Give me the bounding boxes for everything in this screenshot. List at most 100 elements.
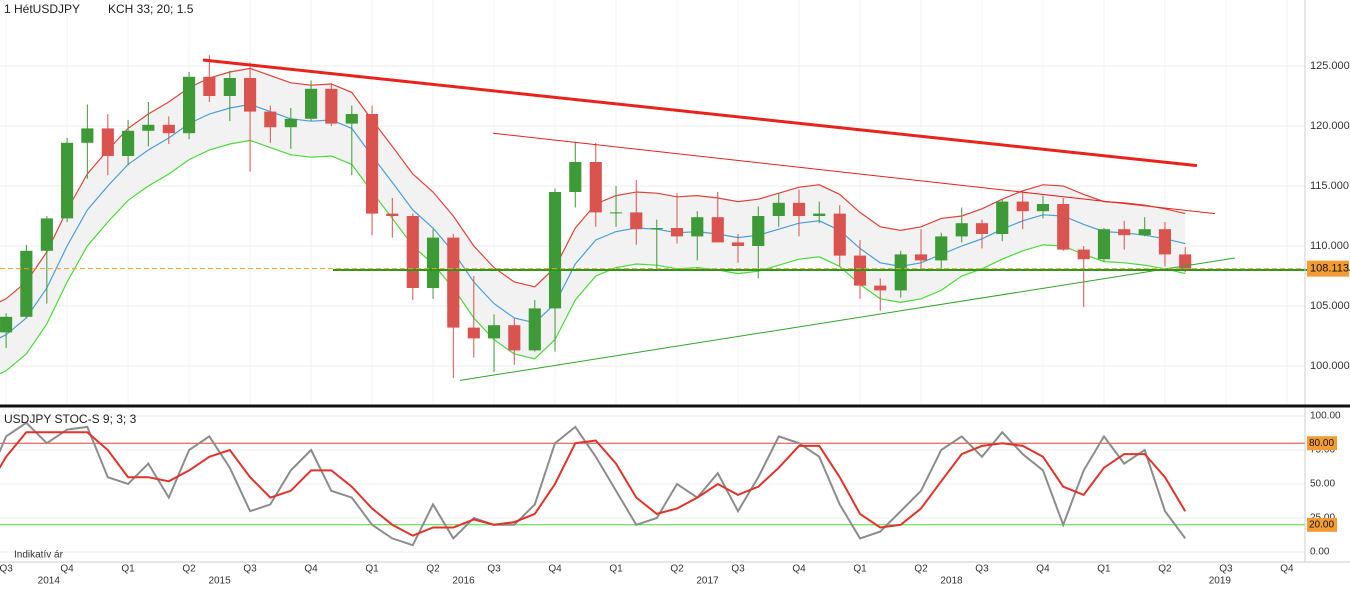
- candle-body: [20, 250, 33, 317]
- trend-line: [493, 132, 1216, 215]
- candle-body: [284, 118, 297, 128]
- candle-body: [589, 162, 602, 213]
- candle-body: [609, 212, 623, 214]
- y-tick-label: 110.000: [1310, 240, 1349, 252]
- candle-body: [142, 124, 155, 131]
- candle-body: [101, 128, 114, 156]
- x-tick-label: Q1: [365, 564, 379, 575]
- x-tick-label: Q4: [1280, 564, 1294, 575]
- level-box: [1307, 517, 1337, 532]
- year-label: 2019: [1209, 576, 1232, 587]
- candle-body: [162, 124, 175, 134]
- candle-body: [1138, 229, 1151, 236]
- x-tick-label: Q2: [1158, 564, 1172, 575]
- candle-body: [365, 114, 379, 214]
- candle-body: [40, 218, 53, 251]
- footer-note: Indikatív ár: [14, 550, 64, 561]
- candle-body: [752, 216, 765, 246]
- x-tick-label: Q1: [1097, 564, 1111, 575]
- candle-body: [1057, 204, 1070, 250]
- candle-body: [670, 228, 684, 237]
- candle-body: [325, 88, 338, 124]
- candle-body: [243, 78, 257, 112]
- x-tick-label: Q4: [792, 564, 806, 575]
- candle-body: [1097, 229, 1111, 260]
- candle-body: [731, 242, 745, 246]
- trend-line: [202, 58, 1198, 168]
- x-tick-label: Q2: [182, 564, 196, 575]
- x-tick-label: Q4: [304, 564, 318, 575]
- candle-body: [874, 285, 887, 291]
- y-tick-label: 120.000: [1310, 120, 1350, 132]
- candle-body: [467, 327, 480, 339]
- axes: 100.000 105.000 110.000 115.000 120.000 125.0…: [0, 60, 1350, 587]
- candle-body: [792, 202, 806, 216]
- candle-body: [61, 142, 74, 219]
- x-tick-label: Q2: [670, 564, 684, 575]
- candle-body: [914, 254, 928, 261]
- x-tick-label: Q4: [548, 564, 562, 575]
- x-tick-label: Q4: [60, 564, 74, 575]
- instrument-label: 1 HétUSDJPY: [4, 2, 80, 16]
- y-tick-label: 100.000: [1310, 360, 1350, 372]
- level-label: 80.00: [1309, 438, 1334, 449]
- year-label: 2014: [38, 576, 61, 587]
- keltner-band: [0, 68, 1186, 374]
- level-label: 20.00: [1309, 519, 1334, 530]
- last-price-label: 108.113: [1310, 263, 1349, 275]
- candle-body: [833, 213, 846, 256]
- candle-body: [650, 228, 663, 230]
- x-tick-label: Q2: [914, 564, 928, 575]
- candle-body: [122, 130, 135, 156]
- candle-body: [975, 223, 989, 234]
- x-tick-label: Q3: [487, 564, 501, 575]
- trend-line: [460, 257, 1236, 381]
- indicator-label: KCH 33; 20; 1.5: [108, 2, 194, 16]
- price-panel: [0, 0, 1350, 405]
- candle-body: [1158, 229, 1172, 255]
- x-tick-label: Q3: [243, 564, 257, 575]
- y-tick-label: 125.000: [1310, 60, 1350, 72]
- y-tick-label: 105.000: [1310, 300, 1350, 312]
- y-tick-label: 50.00: [1310, 479, 1335, 490]
- candle-body: [183, 76, 196, 134]
- last-price-box: [1307, 260, 1349, 277]
- x-tick-label: Q4: [1036, 564, 1050, 575]
- y-tick-label: 115.000: [1310, 180, 1349, 192]
- x-tick-label: Q1: [121, 564, 135, 575]
- x-tick-label: Q3: [0, 564, 13, 575]
- y-tick-label: 0.00: [1310, 547, 1330, 558]
- candle-body: [1016, 201, 1029, 212]
- year-label: 2016: [452, 576, 475, 587]
- y-tick-label: 100.00: [1310, 411, 1341, 422]
- candle-body: [406, 216, 419, 288]
- x-tick-label: Q3: [1219, 564, 1233, 575]
- candle-body: [264, 111, 277, 128]
- candle-body: [345, 114, 358, 124]
- candle-body: [508, 325, 521, 351]
- candle-body: [1077, 249, 1090, 260]
- year-label: 2015: [208, 576, 231, 587]
- candle-body: [691, 217, 704, 237]
- candle-body: [1118, 229, 1131, 236]
- candle-body: [386, 213, 399, 216]
- candle-body: [1036, 204, 1050, 212]
- candle-body: [426, 237, 440, 288]
- keltner-line: [0, 139, 1186, 375]
- candle-body: [528, 308, 541, 351]
- candle-body: [996, 201, 1009, 234]
- x-tick-label: Q3: [975, 564, 989, 575]
- candle-body: [487, 325, 501, 339]
- stoch-title: USDJPY STOC-S 9; 3; 3: [4, 412, 137, 426]
- stoch-line: [0, 431, 1187, 537]
- x-tick-label: Q1: [853, 564, 867, 575]
- candle-body: [223, 78, 236, 96]
- x-tick-label: Q2: [426, 564, 440, 575]
- candle-body: [569, 162, 582, 192]
- year-label: 2018: [940, 576, 963, 587]
- candle-body: [711, 217, 724, 243]
- candle-body: [304, 88, 318, 119]
- x-tick-label: Q1: [609, 564, 623, 575]
- candle-body: [813, 213, 826, 216]
